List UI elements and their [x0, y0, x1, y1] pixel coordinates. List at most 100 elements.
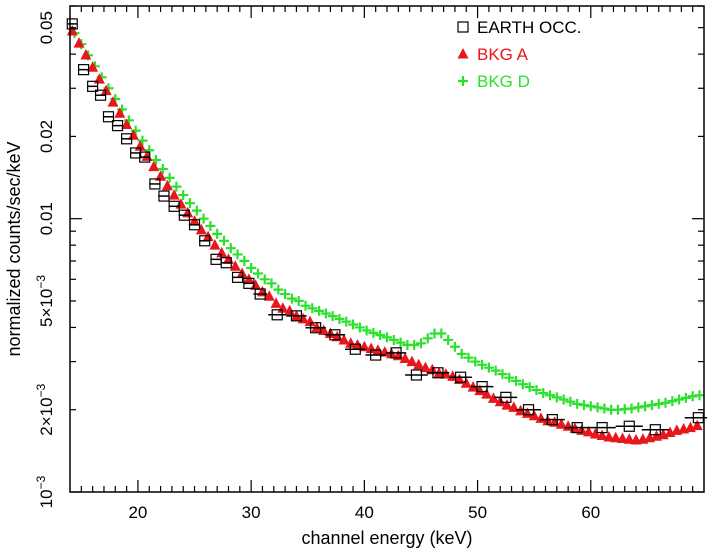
data-point [470, 356, 481, 367]
x-axis-title: channel energy (keV) [301, 528, 472, 548]
data-point [674, 394, 685, 405]
y-tick-label: 0.02 [37, 120, 56, 153]
data-point [307, 303, 318, 314]
data-point [368, 327, 379, 338]
y-tick-label-exponent: −3 [34, 275, 48, 289]
y-tick-label: 10−3 [34, 475, 56, 508]
legend-label: BKG A [477, 45, 529, 64]
data-point [77, 64, 90, 76]
data-point [370, 349, 382, 361]
y-tick-label-base: 0.05 [37, 11, 56, 44]
data-point [199, 235, 211, 247]
data-point [198, 213, 209, 224]
data-point [603, 430, 615, 442]
data-point [195, 223, 207, 235]
data-point [161, 179, 173, 191]
data-point [311, 321, 323, 332]
data-point [212, 228, 223, 239]
data-point [185, 198, 196, 209]
data-point [151, 154, 162, 165]
data-point [522, 404, 535, 416]
data-point [107, 96, 119, 107]
data-point [382, 332, 392, 343]
data-point [691, 419, 703, 431]
y-tick-label-base: 2×10 [37, 397, 56, 435]
data-point [546, 414, 558, 426]
y-tick-label-base: 0.02 [37, 120, 56, 153]
legend-label: BKG D [477, 72, 530, 91]
data-point [121, 118, 133, 130]
data-point [284, 304, 296, 316]
data-point [443, 334, 454, 345]
data-point [137, 135, 148, 146]
data-point [270, 297, 282, 308]
data-point [157, 163, 168, 174]
data-point [314, 305, 325, 316]
data-point [300, 300, 311, 311]
data-point [623, 420, 635, 432]
data-point [626, 403, 637, 414]
y-tick-label: 0.01 [37, 202, 56, 235]
y-tick-label: 2×10−3 [34, 383, 56, 435]
y-tick-label: 0.05 [37, 11, 56, 44]
series-layer [66, 18, 707, 445]
plot-frame [69, 5, 705, 493]
data-point [623, 433, 635, 444]
data-point [232, 249, 243, 260]
data-point [80, 49, 92, 60]
data-point [320, 308, 331, 319]
data-point [168, 200, 180, 212]
data-point [463, 352, 474, 363]
data-point [290, 310, 303, 322]
data-point [653, 398, 664, 409]
data-point [178, 190, 189, 201]
data-point [422, 333, 433, 344]
legend: EARTH OCC. BKG A BKG D [457, 18, 582, 91]
data-point [476, 381, 488, 393]
data-point [504, 372, 515, 383]
data-point [596, 429, 608, 440]
x-tick-label: 60 [581, 503, 600, 522]
data-point [432, 367, 444, 379]
data-point [188, 219, 201, 231]
x-tick-label: 20 [128, 503, 147, 522]
data-point [148, 160, 160, 172]
data-point [449, 341, 460, 352]
data-point [599, 403, 610, 414]
data-point [410, 369, 423, 381]
data-point [426, 363, 438, 375]
y-tick-label: 5×10−3 [34, 275, 56, 327]
data-point [361, 325, 372, 336]
y-tick-label-exponent: −3 [34, 475, 48, 489]
legend-marker [457, 48, 469, 59]
legend-item: EARTH OCC. [457, 18, 582, 37]
x-tick-label: 40 [355, 503, 374, 522]
series-earth-occ [66, 18, 707, 436]
data-point [239, 256, 250, 267]
data-point [252, 268, 263, 279]
data-point [565, 396, 576, 407]
data-point [453, 373, 465, 384]
data-point [327, 311, 338, 322]
legend-label: EARTH OCC. [477, 18, 582, 37]
data-point [558, 394, 569, 405]
data-point [390, 347, 402, 359]
data-point [490, 365, 501, 376]
data-point [304, 315, 316, 327]
legend-marker [458, 76, 468, 86]
data-point [572, 398, 583, 409]
data-point [399, 352, 411, 363]
y-axis-title: normalized counts/sec/keV [4, 141, 24, 356]
data-point [680, 392, 691, 403]
data-point [589, 428, 601, 439]
data-point [310, 322, 322, 334]
data-point [87, 80, 99, 92]
x-tick-label: 30 [242, 503, 261, 522]
data-point [524, 382, 535, 393]
data-point [73, 37, 85, 48]
x-tick-label: 50 [468, 503, 487, 522]
data-point [517, 379, 528, 390]
